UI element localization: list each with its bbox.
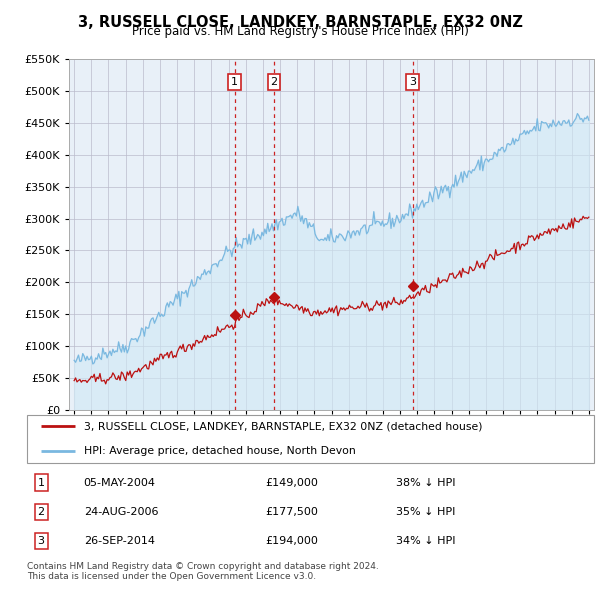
Text: £149,000: £149,000 (265, 477, 318, 487)
Text: £194,000: £194,000 (265, 536, 318, 546)
Text: HPI: Average price, detached house, North Devon: HPI: Average price, detached house, Nort… (84, 445, 355, 455)
Text: Price paid vs. HM Land Registry's House Price Index (HPI): Price paid vs. HM Land Registry's House … (131, 25, 469, 38)
Text: 05-MAY-2004: 05-MAY-2004 (84, 477, 156, 487)
Text: 3: 3 (38, 536, 44, 546)
Text: Contains HM Land Registry data © Crown copyright and database right 2024.
This d: Contains HM Land Registry data © Crown c… (27, 562, 379, 581)
Text: 1: 1 (231, 77, 238, 87)
Text: 2: 2 (38, 507, 45, 517)
Text: 38% ↓ HPI: 38% ↓ HPI (395, 477, 455, 487)
Text: £177,500: £177,500 (265, 507, 318, 517)
Text: 1: 1 (38, 477, 44, 487)
FancyBboxPatch shape (27, 415, 594, 463)
Text: 35% ↓ HPI: 35% ↓ HPI (395, 507, 455, 517)
Text: 3: 3 (409, 77, 416, 87)
Text: 2: 2 (271, 77, 278, 87)
Text: 3, RUSSELL CLOSE, LANDKEY, BARNSTAPLE, EX32 0NZ (detached house): 3, RUSSELL CLOSE, LANDKEY, BARNSTAPLE, E… (84, 421, 482, 431)
Text: 3, RUSSELL CLOSE, LANDKEY, BARNSTAPLE, EX32 0NZ: 3, RUSSELL CLOSE, LANDKEY, BARNSTAPLE, E… (77, 15, 523, 30)
Text: 26-SEP-2014: 26-SEP-2014 (84, 536, 155, 546)
Text: 34% ↓ HPI: 34% ↓ HPI (395, 536, 455, 546)
Text: 24-AUG-2006: 24-AUG-2006 (84, 507, 158, 517)
